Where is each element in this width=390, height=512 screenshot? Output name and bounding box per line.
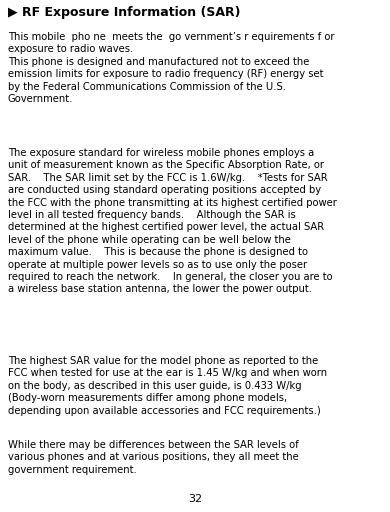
Text: 32: 32: [188, 494, 202, 504]
Text: This mobile  pho ne  meets the  go vernment’s r equirements f or
exposure to rad: This mobile pho ne meets the go vernment…: [8, 32, 335, 104]
Text: The highest SAR value for the model phone as reported to the
FCC when tested for: The highest SAR value for the model phon…: [8, 356, 327, 416]
Text: The exposure standard for wireless mobile phones employs a
unit of measurement k: The exposure standard for wireless mobil…: [8, 148, 337, 294]
Text: ▶ RF Exposure Information (SAR): ▶ RF Exposure Information (SAR): [8, 6, 241, 19]
Text: While there may be differences between the SAR levels of
various phones and at v: While there may be differences between t…: [8, 440, 299, 475]
